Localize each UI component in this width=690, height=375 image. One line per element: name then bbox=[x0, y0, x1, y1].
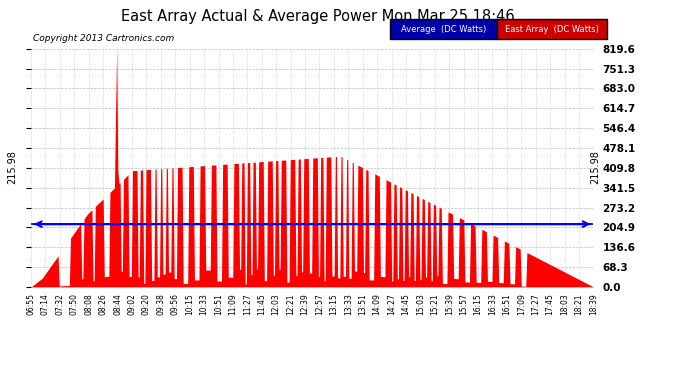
Text: East Array  (DC Watts): East Array (DC Watts) bbox=[505, 25, 599, 34]
Text: East Array Actual & Average Power Mon Mar 25 18:46: East Array Actual & Average Power Mon Ma… bbox=[121, 9, 514, 24]
Text: 215.98: 215.98 bbox=[590, 150, 600, 184]
Text: 215.98: 215.98 bbox=[8, 150, 17, 184]
Text: Average  (DC Watts): Average (DC Watts) bbox=[401, 25, 486, 34]
Text: Copyright 2013 Cartronics.com: Copyright 2013 Cartronics.com bbox=[33, 34, 175, 43]
